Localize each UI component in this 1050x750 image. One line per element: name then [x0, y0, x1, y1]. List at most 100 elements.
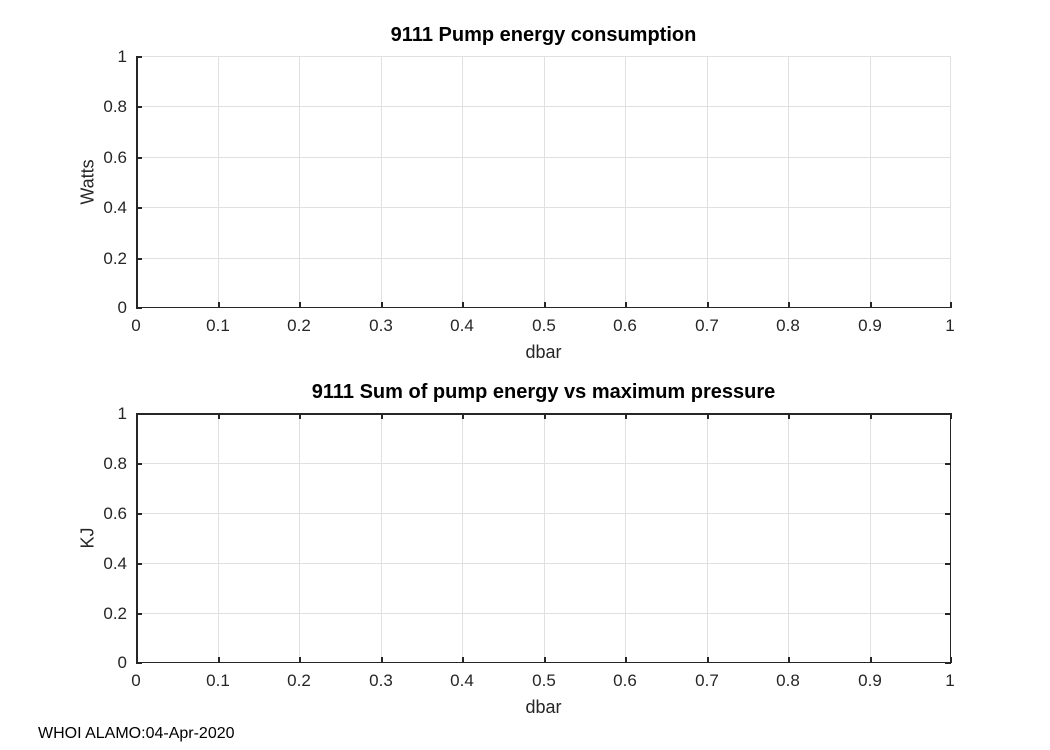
y-tick-mark — [136, 307, 142, 309]
box-right-line — [949, 413, 951, 663]
y-tick-mark — [136, 563, 142, 565]
gridline-vertical — [788, 413, 789, 663]
x-tick-label: 0.9 — [858, 671, 882, 690]
x-tick-mark — [544, 657, 546, 663]
x-tick-mark — [950, 302, 952, 308]
gridline-vertical — [625, 413, 626, 663]
gridline-horizontal — [136, 613, 951, 614]
x-tick-mark — [870, 302, 872, 308]
y-tick-mark — [136, 157, 142, 159]
x-tick-label: 0.5 — [532, 316, 556, 335]
x-tick-mark-top — [544, 413, 546, 419]
x-tick-label: 0.9 — [858, 316, 882, 335]
gridline-vertical — [544, 413, 545, 663]
x-tick-mark — [544, 302, 546, 308]
x-tick-label: 0.4 — [450, 671, 474, 690]
x-tick-mark — [218, 657, 220, 663]
y-tick-mark-right — [945, 563, 951, 565]
x-tick-mark — [788, 302, 790, 308]
x-axis-line — [136, 661, 951, 663]
y-tick-mark-right — [945, 413, 951, 415]
gridline-vertical — [299, 56, 300, 308]
y-axis-line — [136, 413, 138, 663]
gridline-vertical — [870, 56, 871, 308]
gridline-vertical — [625, 56, 626, 308]
x-tick-mark-top — [870, 413, 872, 419]
gridline-horizontal — [136, 207, 951, 208]
x-tick-mark-top — [299, 413, 301, 419]
x-tick-label: 0.2 — [287, 316, 311, 335]
subplot-energy-sum-axes: 9111 Sum of pump energy vs maximum press… — [78, 381, 955, 717]
gridline-horizontal — [136, 106, 951, 107]
y-tick-label: 0.6 — [103, 504, 127, 523]
x-tick-mark — [950, 657, 952, 663]
gridline-vertical — [707, 56, 708, 308]
y-tick-mark — [136, 662, 142, 664]
x-axis-line — [136, 306, 951, 308]
gridline-horizontal — [136, 157, 951, 158]
x-tick-mark-top — [788, 413, 790, 419]
y-axis-label: KJ — [77, 527, 98, 549]
gridline-vertical — [462, 56, 463, 308]
y-tick-label: 0 — [117, 298, 127, 317]
gridline-horizontal — [136, 258, 951, 259]
x-tick-label: 0.6 — [613, 316, 637, 335]
x-tick-mark — [218, 302, 220, 308]
x-tick-mark-top — [218, 413, 220, 419]
x-tick-mark — [462, 302, 464, 308]
x-tick-label: 0.2 — [287, 671, 311, 690]
x-tick-label: 0.1 — [206, 671, 230, 690]
x-tick-label: 0.8 — [776, 671, 800, 690]
x-tick-label: 0 — [131, 316, 141, 335]
y-axis-line — [136, 56, 138, 308]
gridline-vertical — [381, 413, 382, 663]
x-tick-label: 0.7 — [695, 671, 719, 690]
x-tick-label: 0.5 — [532, 671, 556, 690]
x-tick-label: 0.3 — [369, 316, 393, 335]
x-tick-mark-top — [625, 413, 627, 419]
y-tick-mark — [136, 463, 142, 465]
x-tick-mark — [136, 302, 138, 308]
x-tick-mark — [870, 657, 872, 663]
x-tick-mark-top — [462, 413, 464, 419]
gridline-vertical — [381, 56, 382, 308]
y-tick-label: 1 — [117, 47, 127, 66]
y-tick-label: 0.2 — [103, 249, 127, 268]
y-tick-label: 0.4 — [103, 554, 127, 573]
y-tick-mark — [136, 56, 142, 58]
y-tick-mark — [136, 258, 142, 260]
box-top-line — [136, 413, 951, 415]
x-tick-label: 0.8 — [776, 316, 800, 335]
x-tick-mark-top — [381, 413, 383, 419]
y-tick-label: 0.8 — [103, 454, 127, 473]
y-tick-mark-right — [945, 613, 951, 615]
x-tick-mark — [381, 657, 383, 663]
subplot-pump-energy-axes: 9111 Pump energy consumption Watts dbar … — [78, 24, 955, 362]
gridline-horizontal — [136, 56, 951, 57]
x-tick-mark — [625, 657, 627, 663]
x-tick-mark-top — [136, 413, 138, 419]
gridline-vertical — [950, 56, 951, 308]
x-tick-mark — [299, 657, 301, 663]
gridline-vertical — [462, 413, 463, 663]
x-tick-label: 0.7 — [695, 316, 719, 335]
figure-credit-text: WHOI ALAMO:04-Apr-2020 — [38, 725, 235, 742]
y-tick-mark — [136, 613, 142, 615]
x-axis-label: dbar — [525, 697, 562, 717]
gridline-vertical — [870, 413, 871, 663]
gridline-horizontal — [136, 463, 951, 464]
x-tick-mark — [707, 657, 709, 663]
x-tick-mark — [136, 657, 138, 663]
chart-title: 9111 Sum of pump energy vs maximum press… — [311, 381, 776, 403]
gridline-vertical — [788, 56, 789, 308]
y-tick-label: 0.6 — [103, 148, 127, 167]
x-tick-mark — [625, 302, 627, 308]
y-tick-mark — [136, 207, 142, 209]
gridline-vertical — [218, 56, 219, 308]
x-tick-mark — [788, 657, 790, 663]
x-tick-mark — [299, 302, 301, 308]
x-tick-label: 0.3 — [369, 671, 393, 690]
y-tick-label: 0.2 — [103, 604, 127, 623]
x-tick-mark — [462, 657, 464, 663]
